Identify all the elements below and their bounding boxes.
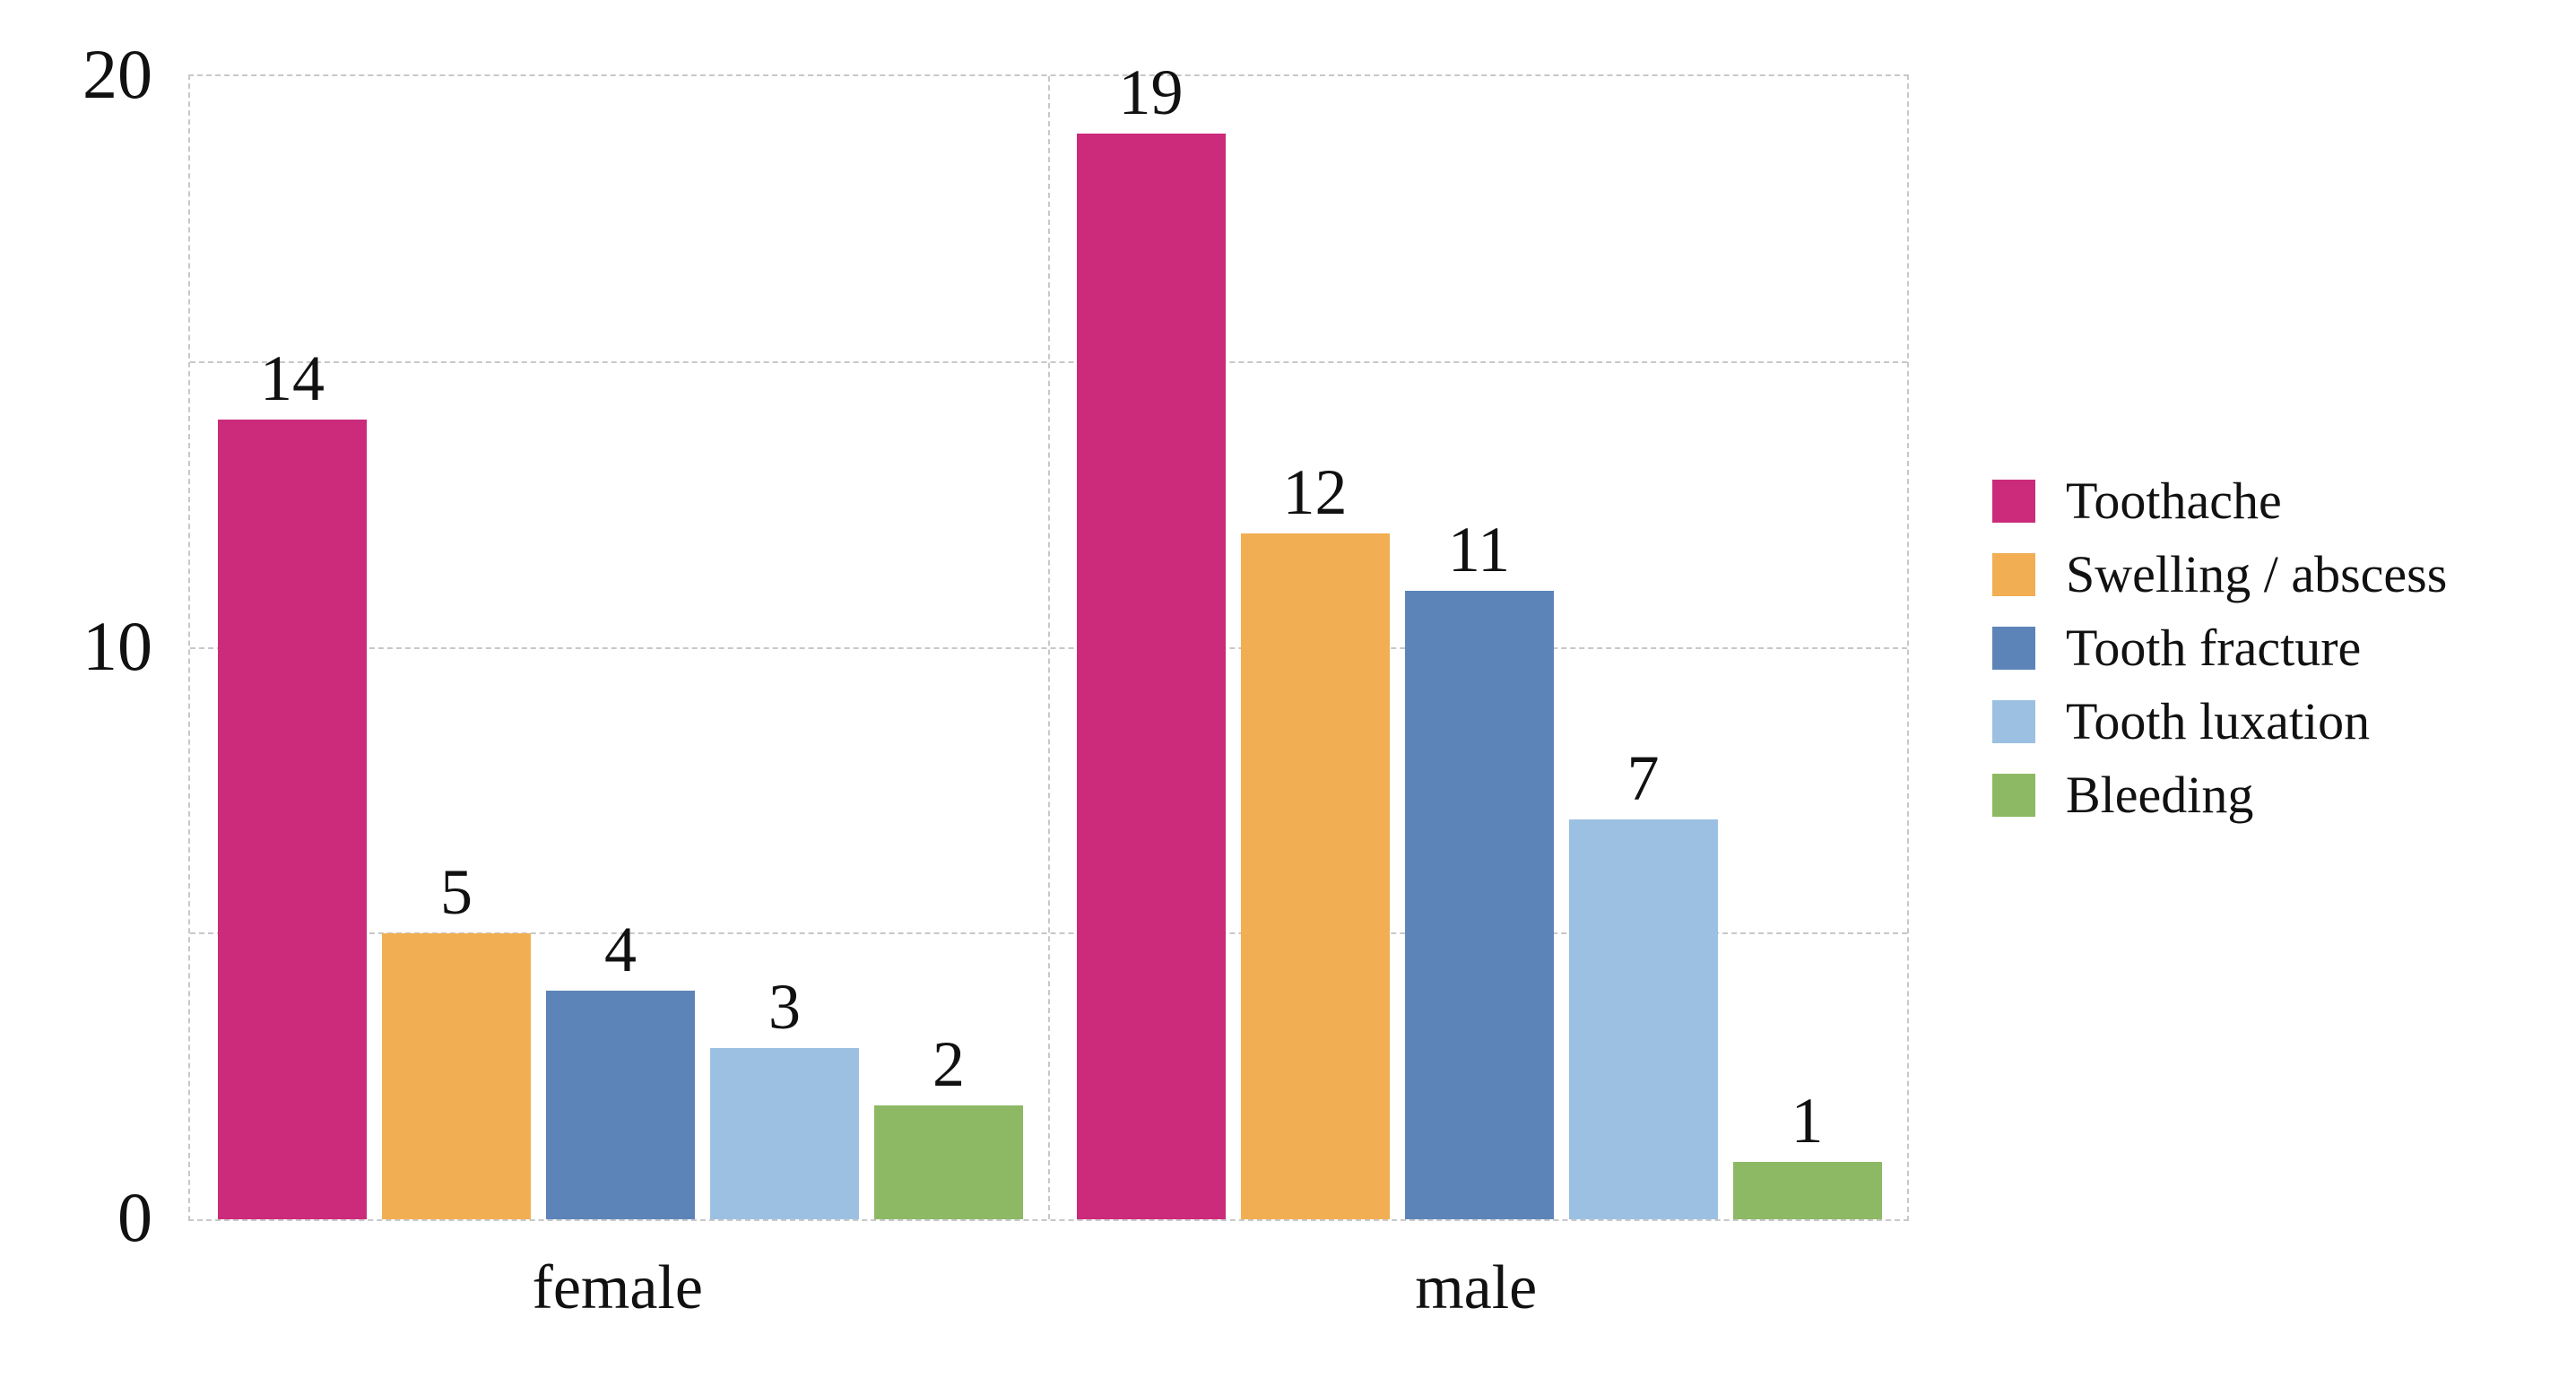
legend-swatch-tooth-luxation xyxy=(1992,700,2035,743)
bar-value-label: 12 xyxy=(1282,456,1348,528)
plot-area: 14 5 4 3 2 19 12 11 7 1 xyxy=(188,60,1909,1221)
x-axis-category-label-male: male xyxy=(1415,1253,1538,1322)
bar-male-tooth-luxation xyxy=(1568,819,1718,1219)
bar-male-swelling-abscess xyxy=(1240,533,1390,1219)
legend-label: Swelling / abscess xyxy=(2066,545,2448,603)
y-axis-tick-label-20: 20 xyxy=(82,35,152,113)
bar-value-label: 11 xyxy=(1447,513,1511,585)
legend: Toothache Swelling / abscess Tooth fractur… xyxy=(1992,475,2447,847)
legend-item-bleeding: Bleeding xyxy=(1992,769,2447,821)
legend-item-tooth-luxation: Tooth luxation xyxy=(1992,696,2447,748)
bar-male-bleeding xyxy=(1732,1162,1882,1219)
bar-value-label: 5 xyxy=(440,856,473,929)
bar-value-label: 4 xyxy=(604,914,637,985)
bar-value-label: 7 xyxy=(1626,741,1660,814)
bar-value-label: 1 xyxy=(1791,1085,1824,1157)
x-axis-category-label-female: female xyxy=(532,1253,703,1322)
category-divider xyxy=(1047,76,1050,1219)
legend-label: Tooth luxation xyxy=(2066,692,2371,750)
bar-female-tooth-fracture xyxy=(546,991,695,1219)
legend-swatch-toothache xyxy=(1992,480,2035,523)
bar-female-swelling-abscess xyxy=(382,933,531,1219)
bar-female-tooth-luxation xyxy=(710,1047,859,1219)
legend-swatch-tooth-fracture xyxy=(1992,627,2035,670)
legend-label: Toothache xyxy=(2066,472,2282,530)
legend-swatch-bleeding xyxy=(1992,774,2035,817)
bar-value-label: 14 xyxy=(260,342,325,414)
bar-male-toothache xyxy=(1076,133,1226,1219)
bar-value-label: 19 xyxy=(1118,56,1184,128)
y-axis-tick-label-0: 0 xyxy=(117,1178,152,1256)
legend-label: Tooth fracture xyxy=(2066,619,2362,677)
bar-value-label: 3 xyxy=(768,970,801,1043)
legend-item-tooth-fracture: Tooth fracture xyxy=(1992,622,2447,674)
legend-label: Bleeding xyxy=(2066,766,2254,824)
y-axis-tick-label-10: 10 xyxy=(82,606,152,685)
bar-male-tooth-fracture xyxy=(1404,590,1554,1219)
bar-female-toothache xyxy=(218,419,367,1219)
bar-value-label: 2 xyxy=(932,1027,965,1100)
legend-item-toothache: Toothache xyxy=(1992,475,2447,527)
legend-item-swelling-abscess: Swelling / abscess xyxy=(1992,549,2447,601)
legend-swatch-swelling-abscess xyxy=(1992,553,2035,596)
bar-female-bleeding xyxy=(874,1105,1023,1219)
